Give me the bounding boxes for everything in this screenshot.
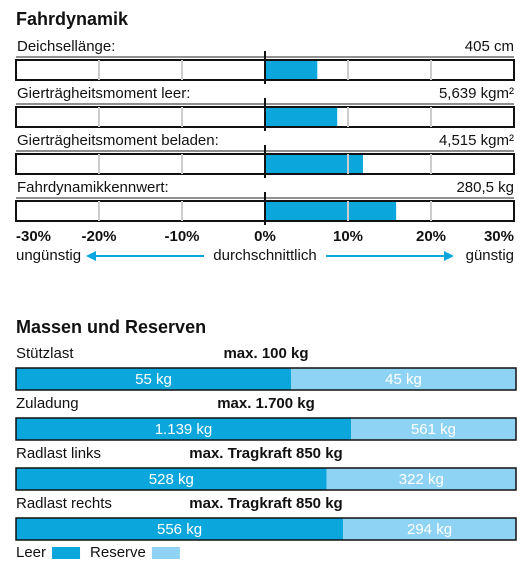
legend-swatch xyxy=(52,547,81,559)
arrow-head xyxy=(86,251,96,261)
bar-segment xyxy=(291,368,516,390)
x-tick-label: -10% xyxy=(164,228,199,245)
value-label: 528 kg xyxy=(149,471,194,488)
row-label: Stützlast xyxy=(16,345,74,362)
legend-label: Leer xyxy=(16,544,46,561)
bar xyxy=(265,61,318,79)
measurement: 5,639 kgm² xyxy=(439,85,514,102)
x-tick-label: 0% xyxy=(254,228,276,245)
measurement: 4,515 kgm² xyxy=(439,132,514,149)
bar-frame xyxy=(15,517,517,541)
bar-segment xyxy=(351,418,516,440)
bar-frame xyxy=(15,367,517,391)
row-label: Deichsellänge: xyxy=(17,38,115,55)
bar xyxy=(265,108,338,126)
bar-segment xyxy=(16,518,344,540)
limit-label: max. Tragkraft 850 kg xyxy=(189,445,342,462)
row-label: Zuladung xyxy=(16,395,79,412)
x-tick-label: -30% xyxy=(16,228,51,245)
legend-swatch xyxy=(151,547,180,559)
annotation: günstig xyxy=(466,247,514,264)
bar xyxy=(265,155,363,173)
row-label: Gierträgheitsmoment leer: xyxy=(17,85,190,102)
value-label: 556 kg xyxy=(157,521,202,538)
bar xyxy=(265,202,397,220)
value-label: 322 kg xyxy=(399,471,444,488)
section-title: Fahrdynamik xyxy=(16,9,129,29)
value-label: 1.139 kg xyxy=(155,421,213,438)
x-tick-label: 20% xyxy=(416,228,446,245)
limit-label: max. Tragkraft 850 kg xyxy=(189,495,342,512)
row-label: Radlast links xyxy=(16,445,101,462)
x-tick-label: 30% xyxy=(484,228,514,245)
bar-frame xyxy=(15,467,517,491)
value-label: 294 kg xyxy=(407,521,452,538)
bar-segment xyxy=(343,518,516,540)
annotation: durchschnittlich xyxy=(213,247,316,264)
limit-label: max. 100 kg xyxy=(223,345,308,362)
bar-segment xyxy=(16,468,327,490)
row-label: Gierträgheitsmoment beladen: xyxy=(17,132,219,149)
bar-segment xyxy=(16,368,291,390)
section-title: Massen und Reserven xyxy=(16,317,206,337)
arrow-head xyxy=(444,251,454,261)
legend-label: Reserve xyxy=(90,544,146,561)
measurement: 405 cm xyxy=(465,38,514,55)
bar-frame xyxy=(15,417,517,441)
value-label: 45 kg xyxy=(385,371,422,388)
annotation: ungünstig xyxy=(16,247,81,264)
x-tick-label: 10% xyxy=(333,228,363,245)
row-label: Radlast rechts xyxy=(16,495,112,512)
value-label: 561 kg xyxy=(411,421,456,438)
value-label: 55 kg xyxy=(135,371,172,388)
bar-segment xyxy=(326,468,516,490)
bar-segment xyxy=(16,418,351,440)
measurement: 280,5 kg xyxy=(456,179,514,196)
x-tick-label: -20% xyxy=(81,228,116,245)
row-label: Fahrdynamikkennwert: xyxy=(17,179,169,196)
limit-label: max. 1.700 kg xyxy=(217,395,315,412)
